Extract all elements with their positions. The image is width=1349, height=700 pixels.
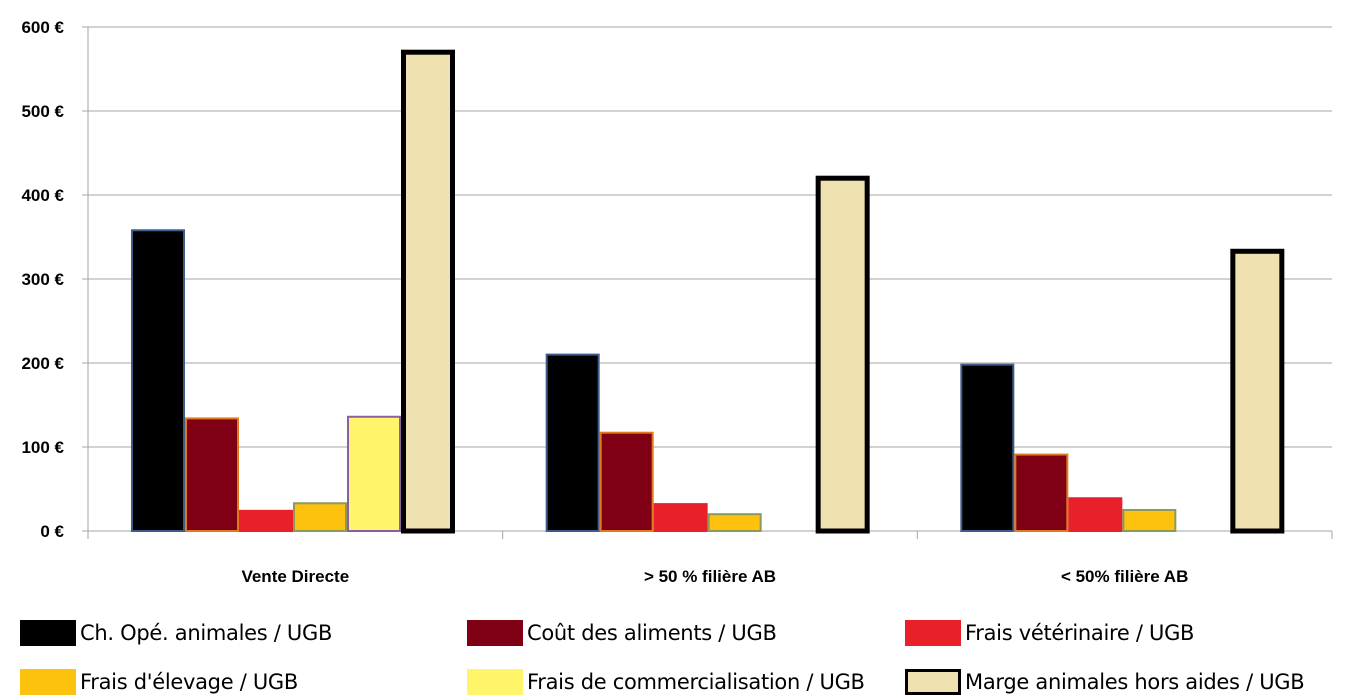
legend-label: Ch. Opé. animales / UGB: [80, 621, 333, 645]
legend-swatch: [905, 669, 961, 695]
legend-label: Frais d'élevage / UGB: [80, 670, 299, 694]
y-tick-label: 400 €: [21, 186, 64, 205]
bar-3-2: [1122, 509, 1177, 532]
legend-label: Frais de commercialisation / UGB: [527, 670, 865, 694]
bar-1-0: [185, 417, 239, 532]
bars: [131, 49, 1285, 534]
legend-item: Frais vétérinaire / UGB: [905, 616, 1194, 650]
y-tick-label: 100 €: [21, 438, 64, 457]
bar-3-0: [293, 502, 347, 532]
bar-3-1: [707, 513, 762, 533]
bar-0-2: [960, 363, 1015, 532]
y-tick-label: 600 €: [21, 18, 64, 37]
x-tick-label: < 50% filière AB: [1061, 567, 1188, 586]
legend-swatch: [467, 669, 523, 695]
x-tick-label: > 50 % filière AB: [644, 567, 776, 586]
bar-1-1: [599, 431, 654, 532]
bar-2-0: [239, 509, 293, 532]
chart: 0 € 100 € 200 € 300 € 400 € 500 € 600 € Vente …: [21, 18, 1333, 586]
y-tick-label: 500 €: [21, 102, 64, 121]
bar-5-2: [1230, 248, 1285, 534]
legend-label: Marge animales hors aides / UGB: [965, 670, 1305, 694]
legend: Ch. Opé. animales / UGB Coût des aliments…: [0, 610, 1349, 700]
legend-item: Frais d'élevage / UGB: [20, 665, 298, 699]
y-tick-label: 200 €: [21, 354, 64, 373]
legend-swatch: [905, 620, 961, 646]
bar-5-1: [815, 175, 870, 534]
legend-swatch: [20, 620, 76, 646]
legend-item: Frais de commercialisation / UGB: [467, 665, 865, 699]
bar-0-0: [131, 229, 185, 532]
y-tick-label: 300 €: [21, 270, 64, 289]
gridlines: [88, 26, 1332, 448]
y-tick-labels: 0 € 100 € 200 € 300 € 400 € 500 € 600 €: [21, 18, 64, 541]
legend-item: Marge animales hors aides / UGB: [905, 665, 1305, 699]
bar-1-2: [1014, 453, 1069, 532]
x-tick-labels: Vente Directe > 50 % filière AB < 50% fili…: [241, 567, 1188, 586]
legend-swatch: [20, 669, 76, 695]
legend-swatch: [467, 620, 523, 646]
bar-2-1: [653, 503, 708, 532]
legend-label: Frais vétérinaire / UGB: [965, 621, 1195, 645]
x-tick-label: Vente Directe: [241, 567, 349, 586]
bar-2-2: [1068, 497, 1123, 532]
legend-item: Coût des aliments / UGB: [467, 616, 777, 650]
axes: [82, 26, 1333, 539]
y-tick-label: 0 €: [40, 522, 64, 541]
legend-item: Ch. Opé. animales / UGB: [20, 616, 332, 650]
bar-0-1: [545, 353, 600, 532]
bar-5-0: [401, 49, 455, 534]
legend-label: Coût des aliments / UGB: [527, 621, 777, 645]
bar-4-0: [347, 415, 401, 533]
